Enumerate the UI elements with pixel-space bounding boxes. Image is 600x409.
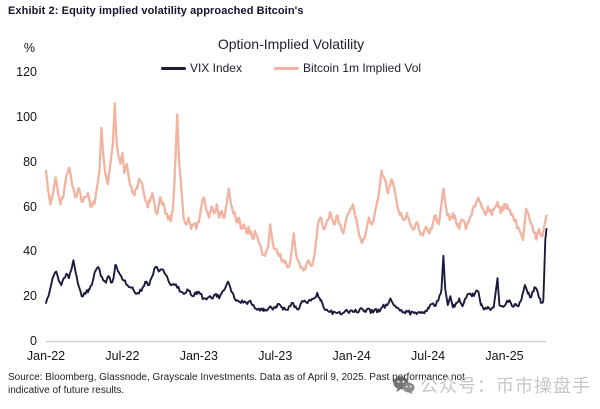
y-tick-label: 80 (23, 154, 37, 169)
y-tick-label: 60 (23, 199, 37, 214)
y-tick-label: 100 (16, 109, 37, 124)
exhibit-title: Exhibit 2: Equity implied volatility app… (8, 5, 304, 17)
y-axis-unit-label: % (23, 41, 35, 55)
y-tick-label: 120 (16, 65, 37, 79)
btc-implied-vol-line (44, 102, 548, 272)
x-tick-label: Jan-24 (332, 349, 371, 363)
vix-line-swatch (160, 66, 186, 70)
legend-item-btc: Bitcoin 1m Implied Vol (273, 61, 422, 75)
x-tick-label: Jan-25 (485, 349, 524, 363)
vix-index-line (45, 227, 548, 316)
btc-line-swatch (273, 66, 299, 70)
watermark-text: 公众号：币市操盘手 (420, 376, 591, 396)
source-note: Source: Bloomberg, Glassnode, Grayscale … (8, 371, 483, 397)
wechat-icon (393, 376, 415, 394)
vix-legend-label: VIX Index (189, 61, 242, 75)
x-tick-label: Jul-22 (105, 349, 140, 363)
chart-title: Option-Implied Volatility (217, 36, 365, 52)
x-tick-label: Jul-24 (411, 349, 446, 363)
legend-item-vix: VIX Index (160, 61, 242, 75)
x-tick-label: Jan-23 (179, 349, 218, 363)
y-tick-label: 0 (30, 334, 37, 348)
watermark: 公众号：币市操盘手 (393, 372, 591, 398)
btc-legend-label: Bitcoin 1m Implied Vol (302, 61, 422, 75)
source-note-line1: Source: Bloomberg, Glassnode, Grayscale … (8, 372, 465, 383)
y-tick-label: 20 (23, 289, 37, 304)
x-tick-label: Jan-22 (26, 349, 66, 363)
chart-legend: VIX Index Bitcoin 1m Implied Vol (46, 61, 536, 75)
x-tick-label: Jul-23 (258, 349, 293, 363)
source-note-line2: indicative of future results. (8, 385, 125, 396)
y-tick-label: 40 (23, 244, 37, 259)
